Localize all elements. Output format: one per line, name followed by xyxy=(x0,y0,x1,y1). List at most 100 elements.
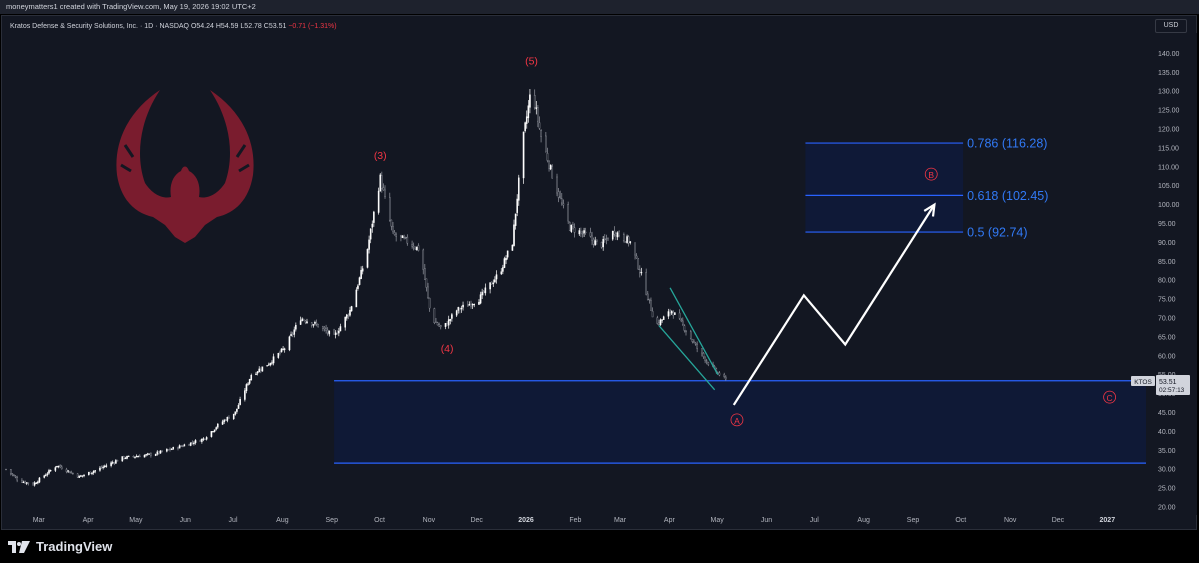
candle-body-217 xyxy=(490,281,493,285)
candle-body-156 xyxy=(355,289,358,308)
candle-body-191 xyxy=(433,308,436,324)
candle-body-58 xyxy=(135,456,138,458)
price-tick-label: 125.00 xyxy=(1158,108,1180,115)
candle-body-84 xyxy=(193,442,195,445)
candle-body-7 xyxy=(22,481,25,484)
candle-body-82 xyxy=(189,442,192,446)
candle-body-115 xyxy=(261,366,264,372)
candle-body-294 xyxy=(661,319,663,321)
footer-bar xyxy=(0,531,1199,563)
candle-body-77 xyxy=(178,445,181,449)
candle-body-268 xyxy=(603,238,606,241)
candle-body-78 xyxy=(180,445,182,447)
candle-body-68 xyxy=(158,451,160,454)
wave-label-A: A xyxy=(734,416,740,426)
candle-body-230 xyxy=(517,177,520,201)
time-tick-label: Oct xyxy=(374,517,385,524)
price-tick-label: 85.00 xyxy=(1158,259,1176,266)
candle-body-192 xyxy=(435,321,437,323)
legend-interval[interactable]: 1D xyxy=(144,23,154,30)
candle-body-20 xyxy=(49,470,52,472)
candle-body-143 xyxy=(325,328,327,332)
candle-body-269 xyxy=(605,238,608,240)
candle-body-183 xyxy=(414,248,417,250)
candle-body-259 xyxy=(583,230,585,234)
tradingview-logo[interactable]: TradingView xyxy=(8,539,112,554)
candle-body-262 xyxy=(591,235,593,241)
candle-body-186 xyxy=(422,249,425,270)
time-tick-label: Apr xyxy=(83,517,95,524)
candle-body-50 xyxy=(116,460,119,462)
candle-body-47 xyxy=(111,462,114,464)
candle-body-204 xyxy=(460,307,463,310)
candle-body-225 xyxy=(506,250,509,258)
candle-body-242 xyxy=(546,153,549,161)
candle-body-27 xyxy=(67,470,69,472)
candle-body-146 xyxy=(333,329,335,335)
wave-label-B: B xyxy=(928,170,934,180)
currency-button[interactable]: USD xyxy=(1155,19,1187,33)
candle-body-320 xyxy=(718,372,721,376)
candle-body-296 xyxy=(667,311,670,317)
candle-body-114 xyxy=(260,369,262,371)
candle-body-9 xyxy=(25,482,28,484)
candle-body-111 xyxy=(255,373,257,375)
candle-body-141 xyxy=(322,326,324,329)
candle-body-271 xyxy=(611,231,614,240)
symbol-legend[interactable]: Kratos Defense & Security Solutions, Inc… xyxy=(10,23,337,30)
candle-body-25 xyxy=(60,466,63,470)
candle-body-13 xyxy=(35,482,38,484)
candle-body-232 xyxy=(524,122,526,132)
time-tick-label: Aug xyxy=(276,517,289,524)
candle-body-106 xyxy=(244,390,246,400)
candle-body-305 xyxy=(685,330,687,333)
candle-body-282 xyxy=(635,255,638,259)
price-tick-label: 90.00 xyxy=(1158,240,1176,247)
candle-body-44 xyxy=(103,465,106,468)
candle-body-298 xyxy=(670,310,673,314)
candle-body-70 xyxy=(161,450,163,452)
candle-body-125 xyxy=(283,348,286,350)
candle-body-291 xyxy=(656,317,659,324)
candle-body-75 xyxy=(172,447,175,450)
candle-body-116 xyxy=(266,365,268,367)
candle-body-174 xyxy=(393,232,396,235)
price-tick-label: 40.00 xyxy=(1158,429,1176,436)
tradingview-brand: TradingView xyxy=(36,539,113,554)
legend-symbol[interactable]: Kratos Defense & Security Solutions, Inc… xyxy=(10,23,139,30)
candle-body-12 xyxy=(33,482,36,486)
candle-body-196 xyxy=(444,323,447,327)
candle-body-313 xyxy=(704,356,706,361)
time-tick-label: Mar xyxy=(614,517,627,524)
candle-body-311 xyxy=(701,348,703,354)
candle-body-110 xyxy=(250,375,253,381)
legend-open: O54.24 xyxy=(190,23,214,30)
fib-level-label-0.786: 0.786 (116.28) xyxy=(967,137,1047,151)
last-price-tag: KTOS 53.51 02:57:13 xyxy=(1131,375,1190,395)
candle-body-264 xyxy=(594,240,597,246)
candle-body-222 xyxy=(502,267,504,272)
time-axis[interactable]: Mar Apr May Jun Jul Aug Sep Oct Nov Dec 2026 Feb Mar… xyxy=(33,517,1115,524)
candle-body-28 xyxy=(68,470,71,474)
candle-body-2 xyxy=(11,473,14,475)
candle-body-103 xyxy=(236,408,238,412)
candle-body-310 xyxy=(696,344,698,349)
wave-label-circle-B xyxy=(924,167,938,181)
candle-body-236 xyxy=(533,95,536,108)
price-tag-countdown: 02:57:13 xyxy=(1159,387,1185,394)
candle-body-127 xyxy=(290,334,292,336)
candle-body-194 xyxy=(438,324,440,327)
candle-body-8 xyxy=(24,481,26,484)
price-tick-label: 45.00 xyxy=(1158,410,1176,417)
candle-body-292 xyxy=(658,322,660,325)
candle-body-212 xyxy=(479,294,482,304)
candle-body-15 xyxy=(38,477,41,483)
time-tick-label: May xyxy=(129,517,143,524)
price-axis[interactable]: 20.0025.0030.0035.0040.0045.0050.0055.00… xyxy=(1146,33,1197,515)
price-tick-label: 80.00 xyxy=(1158,278,1176,285)
candle-body-30 xyxy=(72,472,74,475)
candle-body-94 xyxy=(215,427,218,430)
candle-body-187 xyxy=(424,268,426,280)
candle-body-121 xyxy=(277,353,280,358)
